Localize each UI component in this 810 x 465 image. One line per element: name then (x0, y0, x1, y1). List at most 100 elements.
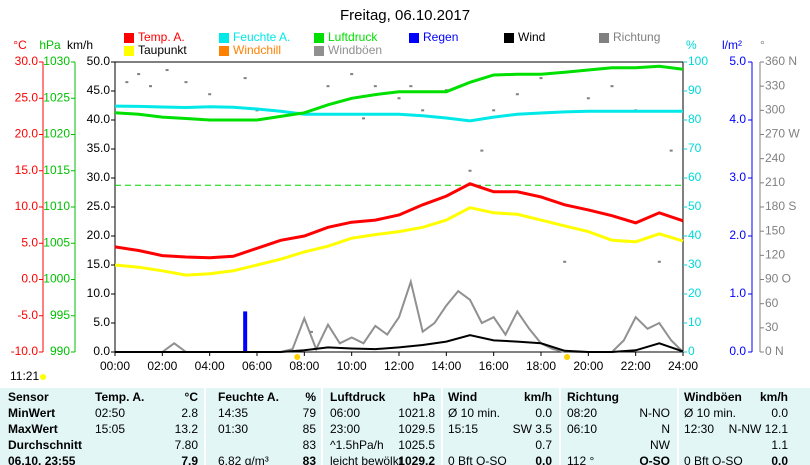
y-tick-label: 1.0 (729, 286, 746, 300)
y-tick-label: 210 (765, 175, 785, 189)
x-tick-label: 18:00 (526, 359, 556, 373)
table-cell: 23:00 (330, 422, 360, 436)
y-tick-label: 20 (688, 286, 702, 300)
y-tick-label: 30.0 (15, 54, 39, 68)
x-tick-label: 16:00 (479, 359, 509, 373)
chart-title: Freitag, 06.10.2017 (340, 7, 470, 24)
y-tick-label: 3.0 (729, 170, 746, 184)
y-tick-label: 10.0 (15, 199, 39, 213)
table-header: Windböen (684, 390, 742, 404)
axis-unit: km/h (67, 38, 93, 52)
direction-dot (515, 93, 519, 96)
y-tick-label: 20.0 (87, 228, 111, 242)
table-cell: 1.1 (771, 438, 788, 452)
table-cell: NW (650, 438, 671, 452)
table-cell: N-NW 12.1 (729, 422, 789, 436)
table-cell: MaxWert (8, 422, 58, 436)
table-cell: 7.9 (181, 454, 198, 465)
y-tick-label: 10 (688, 315, 702, 329)
y-tick-label: 1010 (43, 199, 70, 213)
series-line (114, 64, 684, 122)
legend-swatch (124, 46, 134, 56)
y-tick-label: 25.0 (15, 90, 39, 104)
legend-swatch (314, 46, 324, 56)
table-cell: 15:05 (95, 422, 125, 436)
table-cell: 0.0 (771, 406, 788, 420)
table-cell: 85 (303, 422, 317, 436)
direction-dot (468, 169, 472, 172)
y-tick-label: 5.0 (729, 54, 746, 68)
direction-dot (480, 149, 484, 152)
y-tick-label: 20.0 (15, 127, 39, 141)
time-label: 11:21 (10, 369, 39, 383)
direction-dot (397, 97, 401, 100)
y-tick-label: 30.0 (87, 170, 111, 184)
direction-dot (669, 149, 673, 152)
legend-label: Temp. A. (138, 30, 185, 44)
table-cell: 7.80 (175, 438, 199, 452)
x-tick-label: 22:00 (621, 359, 651, 373)
direction-dot (492, 109, 496, 112)
y-tick-label: 5.0 (21, 235, 38, 249)
table-cell: N-NO (639, 406, 670, 420)
series-line (114, 182, 684, 260)
x-tick-label: 14:00 (431, 359, 461, 373)
series-line (115, 334, 684, 353)
legend-swatch (409, 33, 419, 43)
sunrise-marker (294, 354, 301, 360)
table-cell: 0.0 (535, 406, 552, 420)
table-header: °C (185, 390, 199, 404)
legend-swatch (599, 33, 609, 43)
y-tick-label: 995 (50, 308, 70, 322)
legend-swatch (314, 33, 324, 43)
table-cell: 0.0 (535, 454, 552, 465)
x-tick-label: 10:00 (337, 359, 367, 373)
y-tick-label: -5.0 (17, 308, 38, 322)
y-tick-label: 100 (688, 54, 708, 68)
axis-unit: % (686, 38, 697, 52)
y-tick-label: 120 (765, 248, 785, 262)
y-tick-label: 1025 (43, 90, 70, 104)
sunset-marker (564, 354, 571, 360)
direction-dot (657, 260, 661, 263)
legend-label: Windchill (233, 43, 281, 57)
table-header: Wind (448, 390, 477, 404)
legend-swatch (124, 33, 134, 43)
y-tick-label: -10.0 (11, 344, 39, 358)
table-cell: 0.0 (771, 454, 788, 465)
direction-dot (137, 73, 141, 76)
table-header: Richtung (567, 390, 619, 404)
legend-swatch (219, 33, 229, 43)
y-tick-label: 0.0 (93, 344, 110, 358)
axis-unit: l/m² (722, 38, 742, 52)
table-cell: 0 Bft O-SO (684, 454, 743, 465)
axis-unit: hPa (39, 38, 61, 52)
direction-dot (362, 117, 365, 120)
table-cell: 2.8 (181, 406, 198, 420)
y-tick-label: 50.0 (87, 54, 111, 68)
y-tick-label: 60 (765, 296, 779, 310)
axis-unit: °C (13, 38, 27, 52)
y-tick-label: 240 (765, 151, 785, 165)
table-cell: MinWert (8, 406, 55, 420)
y-tick-label: 360 N (765, 54, 797, 68)
x-tick-label: 12:00 (384, 359, 414, 373)
direction-dot (208, 93, 212, 96)
table-header: % (305, 390, 316, 404)
table-cell: 1025.5 (398, 438, 435, 452)
y-tick-label: 300 (765, 103, 785, 117)
table-header: Feuchte A. (218, 390, 279, 404)
x-tick-label: 04:00 (195, 359, 225, 373)
legend-label: Richtung (613, 30, 660, 44)
y-tick-label: 15.0 (87, 257, 111, 271)
legend-label: Regen (423, 30, 458, 44)
y-tick-label: 990 (50, 344, 70, 358)
table-cell: 08:20 (567, 406, 597, 420)
table-cell: leicht bewölkt (330, 454, 403, 465)
table-cell: 12:30 (684, 422, 714, 436)
direction-dot (326, 85, 330, 88)
direction-dot (350, 73, 354, 76)
y-tick-label: 270 W (765, 127, 800, 141)
legend-swatch (219, 46, 229, 56)
